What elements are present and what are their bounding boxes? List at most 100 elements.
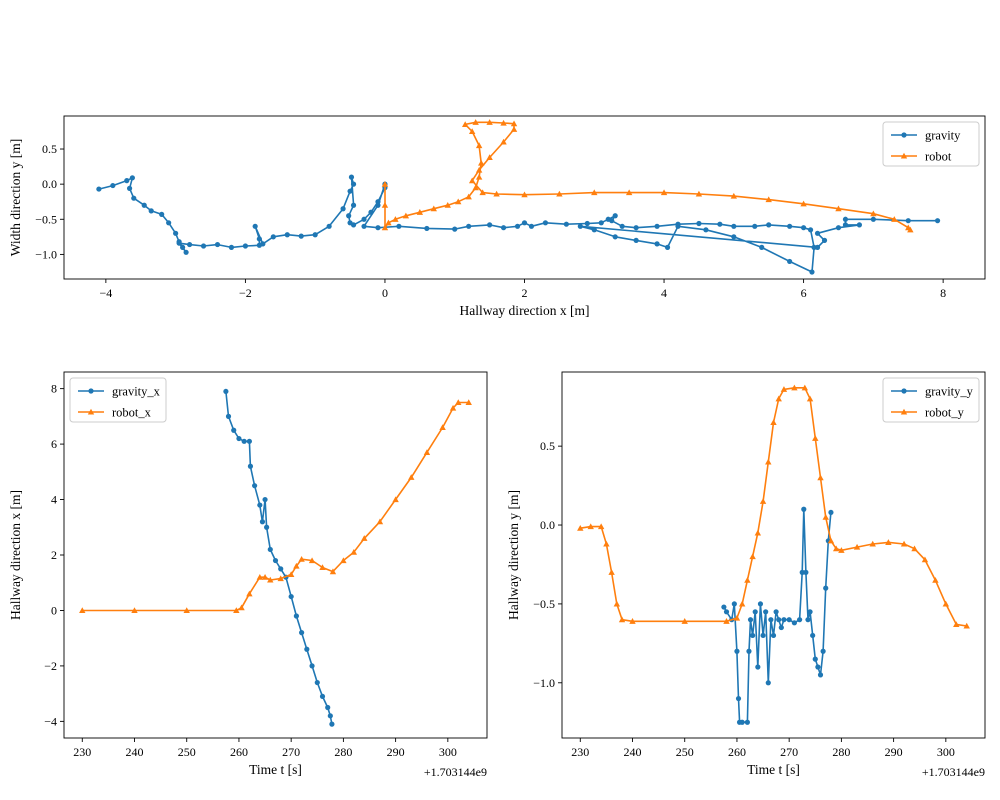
data-point-gravity-91 — [842, 222, 849, 228]
data-point-robot-28 — [521, 191, 528, 198]
legend-marker-gravity — [901, 132, 907, 138]
x-tick-label: 8 — [940, 286, 946, 300]
data-point-robot_y-33 — [911, 545, 918, 552]
data-point-gravity-75 — [787, 258, 793, 265]
data-point-gravity_x-4 — [241, 438, 247, 444]
data-point-gravity-60 — [609, 218, 615, 224]
data-point-robot_y-36 — [942, 600, 950, 607]
data-point-robot-0 — [381, 180, 389, 187]
data-point-gravity_x-18 — [299, 630, 305, 636]
data-point-gravity-30 — [347, 188, 353, 194]
data-point-gravity-32 — [348, 174, 355, 180]
data-point-gravity-19 — [242, 243, 249, 249]
x-axis-label: Hallway direction x [m] — [459, 303, 589, 318]
x-tick-label: 280 — [832, 745, 850, 759]
data-point-gravity_y-18 — [768, 617, 774, 623]
y-axis-label: Width direction y [m] — [8, 139, 23, 257]
data-point-gravity-87 — [821, 237, 828, 243]
data-point-gravity_x-25 — [329, 721, 335, 727]
x-tick-label: 280 — [334, 745, 352, 759]
data-point-gravity_y-10 — [747, 617, 754, 623]
plot-frame — [63, 115, 986, 280]
data-point-gravity_y-14 — [757, 601, 764, 607]
data-point-robot-34 — [730, 192, 738, 199]
data-point-gravity-25 — [284, 232, 290, 238]
x-tick-label: 250 — [178, 745, 196, 759]
data-point-gravity-16 — [200, 243, 207, 249]
data-point-robot_y-7 — [629, 618, 636, 624]
x-tick-label: 6 — [801, 286, 807, 300]
data-point-gravity_x-20 — [309, 663, 315, 669]
data-point-robot-2 — [381, 224, 389, 231]
data-point-gravity_x-1 — [225, 413, 232, 419]
data-point-robot_y-9 — [723, 618, 730, 624]
data-point-gravity-4 — [126, 185, 133, 191]
legend-marker-gravity_x — [88, 388, 94, 394]
data-point-gravity-1 — [110, 182, 116, 189]
data-point-gravity-37 — [361, 216, 367, 222]
data-point-robot-29 — [556, 190, 563, 197]
data-point-robot_x-10 — [287, 571, 295, 577]
y-tick-label: −2 — [44, 659, 57, 673]
data-point-robot-17 — [472, 119, 479, 125]
x-tick-label: 260 — [728, 745, 746, 759]
data-point-gravity-14 — [176, 240, 182, 246]
data-point-gravity-71 — [800, 225, 807, 231]
data-point-robot_y-23 — [812, 435, 819, 441]
legend-marker-robot_x — [87, 408, 95, 415]
y-tick-label: 0.5 — [42, 142, 57, 156]
y-tick-label: 0 — [51, 603, 57, 617]
legend-box — [69, 377, 167, 423]
data-point-gravity-49 — [487, 222, 493, 228]
data-point-gravity-9 — [166, 220, 172, 226]
data-point-gravity_y-28 — [801, 506, 807, 512]
x-tick-label: 4 — [661, 286, 667, 300]
data-point-gravity-50 — [500, 225, 507, 231]
data-point-gravity_y-8 — [744, 719, 750, 725]
data-point-gravity_y-15 — [760, 632, 766, 639]
data-point-gravity_y-34 — [815, 664, 821, 670]
data-point-gravity-77 — [731, 234, 737, 240]
data-point-robot-13 — [478, 159, 485, 166]
data-point-gravity-63 — [654, 223, 660, 229]
series-line-robot_x — [82, 401, 469, 612]
data-point-gravity_y-9 — [746, 648, 752, 654]
legend-label-gravity: gravity — [925, 129, 961, 143]
data-point-robot_x-22 — [423, 449, 431, 455]
data-point-robot-6 — [416, 209, 424, 215]
data-point-robot_x-11 — [293, 562, 300, 569]
x-axis-label: Time t [s] — [249, 762, 302, 777]
series-gravity — [96, 174, 941, 275]
y-tick-label: −1.0 — [533, 676, 555, 690]
data-point-robot_y-1 — [587, 523, 594, 530]
data-point-robot_y-30 — [869, 540, 876, 547]
data-point-robot_x-24 — [449, 404, 457, 411]
data-point-robot-1 — [381, 202, 389, 208]
data-point-robot_y-3 — [603, 540, 610, 547]
data-point-robot-24 — [475, 166, 483, 173]
plot-frame — [561, 371, 986, 739]
data-point-robot_y-31 — [885, 539, 892, 545]
data-point-robot_y-24 — [817, 474, 824, 481]
data-point-gravity-47 — [452, 226, 458, 232]
data-point-robot-7 — [430, 205, 437, 212]
data-point-robot_y-21 — [801, 384, 809, 391]
data-point-gravity_y-30 — [805, 617, 811, 623]
data-point-gravity-94 — [905, 218, 911, 224]
data-point-robot_y-28 — [838, 547, 845, 553]
data-point-gravity-53 — [528, 223, 535, 229]
legend-label-gravity_y: gravity_y — [925, 385, 974, 399]
data-point-gravity-68 — [752, 223, 758, 229]
data-point-gravity-86 — [814, 244, 821, 250]
data-point-robot-14 — [475, 142, 483, 149]
y-tick-label: 0.0 — [540, 518, 555, 532]
series-gravity_x — [223, 388, 335, 727]
data-point-gravity_y-36 — [820, 648, 826, 654]
data-point-gravity-78 — [703, 227, 709, 233]
data-point-gravity-24 — [270, 234, 276, 240]
data-point-gravity-46 — [424, 225, 430, 232]
data-point-gravity-38 — [368, 209, 374, 215]
data-point-robot-20 — [510, 120, 518, 127]
data-point-gravity-92 — [842, 216, 849, 222]
data-point-gravity_x-22 — [319, 693, 326, 700]
